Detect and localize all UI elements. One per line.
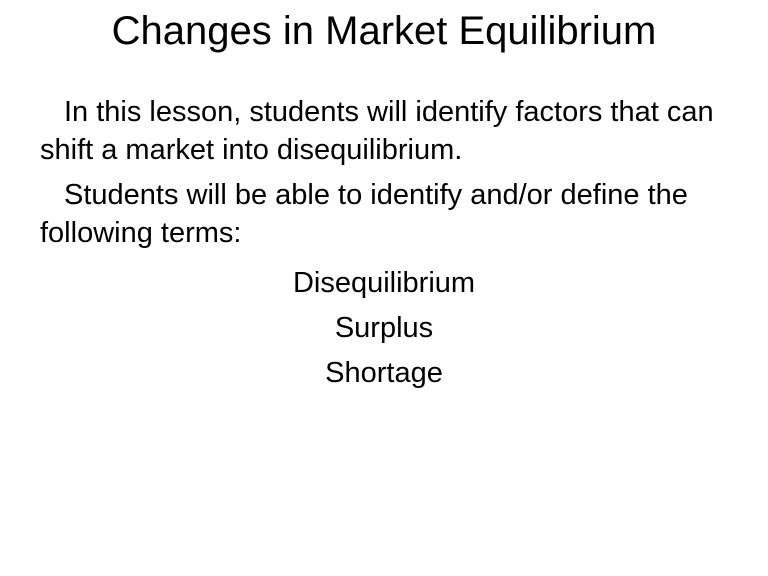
- terms-list: Disequilibrium Surplus Shortage: [40, 261, 728, 396]
- term-shortage: Shortage: [40, 351, 728, 396]
- slide: Changes in Market Equilibrium In this le…: [0, 0, 768, 576]
- term-disequilibrium: Disequilibrium: [40, 261, 728, 306]
- slide-title: Changes in Market Equilibrium: [40, 8, 728, 54]
- term-surplus: Surplus: [40, 306, 728, 351]
- lesson-objective-paragraph: In this lesson, students will identify f…: [40, 94, 728, 169]
- terms-intro-paragraph: Students will be able to identify and/or…: [40, 177, 728, 252]
